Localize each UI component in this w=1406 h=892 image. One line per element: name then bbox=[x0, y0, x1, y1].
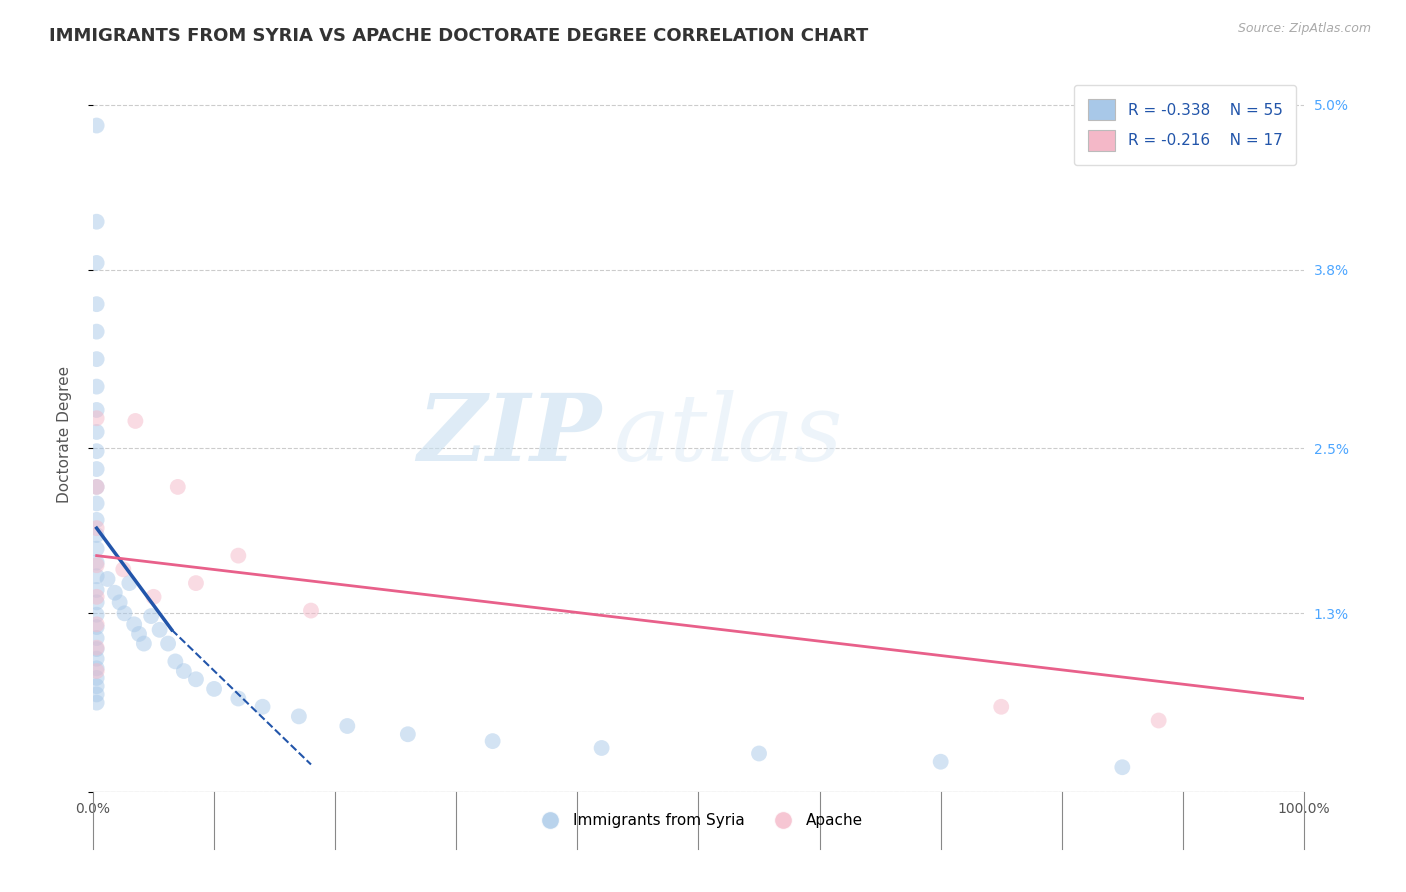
Point bbox=[86, 696, 108, 710]
Point bbox=[86, 679, 108, 693]
Point bbox=[86, 528, 108, 542]
Point bbox=[86, 352, 108, 367]
Point bbox=[86, 558, 108, 573]
Text: ZIP: ZIP bbox=[418, 390, 602, 480]
Point bbox=[929, 755, 952, 769]
Point bbox=[86, 297, 108, 311]
Point bbox=[86, 595, 108, 609]
Point bbox=[86, 617, 108, 632]
Point bbox=[124, 414, 146, 428]
Point bbox=[228, 549, 250, 563]
Point bbox=[86, 256, 108, 270]
Point bbox=[86, 480, 108, 494]
Point bbox=[86, 569, 108, 583]
Text: IMMIGRANTS FROM SYRIA VS APACHE DOCTORATE DEGREE CORRELATION CHART: IMMIGRANTS FROM SYRIA VS APACHE DOCTORAT… bbox=[49, 27, 869, 45]
Point bbox=[336, 719, 359, 733]
Point bbox=[748, 747, 770, 761]
Point bbox=[86, 215, 108, 229]
Point bbox=[1111, 760, 1133, 774]
Point bbox=[114, 607, 136, 621]
Point bbox=[132, 636, 155, 650]
Point bbox=[86, 496, 108, 510]
Point bbox=[396, 727, 419, 741]
Point bbox=[86, 513, 108, 527]
Point bbox=[112, 562, 135, 576]
Point bbox=[142, 590, 165, 604]
Point bbox=[86, 582, 108, 597]
Point bbox=[86, 664, 108, 678]
Point bbox=[104, 585, 127, 599]
Point bbox=[228, 691, 250, 706]
Point bbox=[139, 609, 162, 624]
Point bbox=[86, 521, 108, 535]
Point bbox=[86, 411, 108, 425]
Point bbox=[86, 651, 108, 665]
Point bbox=[86, 620, 108, 634]
Legend: Immigrants from Syria, Apache: Immigrants from Syria, Apache bbox=[529, 807, 869, 834]
Point bbox=[86, 541, 108, 556]
Y-axis label: Doctorate Degree: Doctorate Degree bbox=[58, 366, 72, 503]
Point bbox=[86, 640, 108, 655]
Point bbox=[86, 642, 108, 657]
Point bbox=[184, 673, 207, 687]
Point bbox=[86, 556, 108, 570]
Point bbox=[591, 741, 613, 756]
Point bbox=[108, 595, 131, 609]
Point bbox=[86, 444, 108, 458]
Point bbox=[990, 699, 1012, 714]
Point bbox=[86, 462, 108, 476]
Point bbox=[86, 425, 108, 439]
Point bbox=[288, 709, 311, 723]
Text: Source: ZipAtlas.com: Source: ZipAtlas.com bbox=[1237, 22, 1371, 36]
Text: atlas: atlas bbox=[614, 390, 844, 480]
Point bbox=[86, 631, 108, 645]
Point bbox=[149, 623, 172, 637]
Point bbox=[481, 734, 503, 748]
Point bbox=[184, 576, 207, 591]
Point bbox=[118, 576, 141, 591]
Point bbox=[157, 636, 180, 650]
Point bbox=[86, 687, 108, 701]
Point bbox=[165, 655, 187, 669]
Point bbox=[86, 325, 108, 339]
Point bbox=[86, 607, 108, 622]
Point bbox=[86, 671, 108, 685]
Point bbox=[128, 627, 150, 641]
Point bbox=[122, 617, 145, 632]
Point bbox=[299, 604, 322, 618]
Point bbox=[1147, 714, 1170, 728]
Point bbox=[86, 480, 108, 494]
Point bbox=[86, 661, 108, 675]
Point bbox=[96, 572, 118, 586]
Point bbox=[166, 480, 188, 494]
Point bbox=[86, 590, 108, 604]
Point bbox=[173, 664, 195, 678]
Point bbox=[86, 379, 108, 393]
Point bbox=[86, 119, 108, 133]
Point bbox=[86, 403, 108, 417]
Point bbox=[252, 699, 274, 714]
Point bbox=[202, 681, 225, 696]
